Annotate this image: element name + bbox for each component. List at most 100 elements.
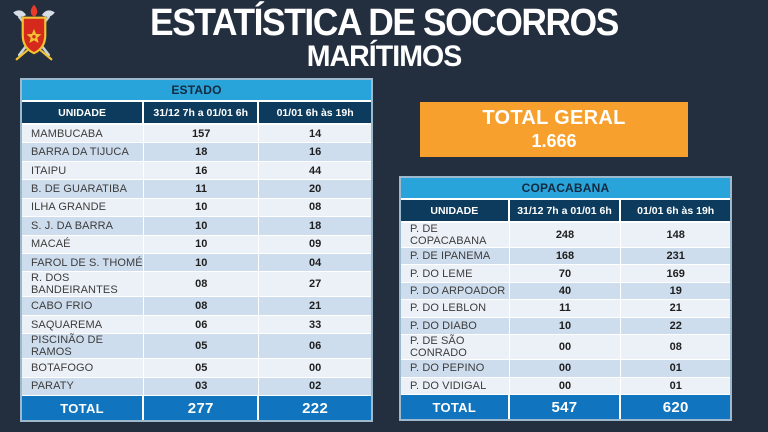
total-geral-value: 1.666 bbox=[531, 131, 577, 151]
unit-name: CABO FRIO bbox=[22, 297, 145, 315]
unit-name: ITAIPU bbox=[22, 161, 145, 180]
estado-table-total-row: TOTAL 277 222 bbox=[22, 396, 371, 420]
value: 40 bbox=[510, 282, 622, 300]
value: 169 bbox=[666, 267, 685, 280]
table-row: CABO FRIO 08 21 bbox=[22, 297, 371, 316]
value: 01 bbox=[669, 362, 682, 375]
unit-name: P. DO LEBLON bbox=[401, 300, 510, 317]
table-row: ITAIPU 16 44 bbox=[22, 161, 371, 181]
unit-name: FAROL DE S. THOMÉ bbox=[22, 253, 145, 272]
table-row: P. DO ARPOADOR 40 19 bbox=[401, 282, 730, 301]
copacabana-table-body: P. DE COPACABANA 248 148 P. DE IPANEMA 168 23… bbox=[401, 223, 730, 395]
value: 04 bbox=[309, 256, 322, 269]
value: 09 bbox=[309, 238, 322, 251]
value: 33 bbox=[309, 318, 322, 331]
value: 248 bbox=[510, 223, 622, 247]
value: 06 bbox=[144, 315, 260, 334]
unit-name: MAMBUCABA bbox=[22, 125, 145, 143]
value: 00 bbox=[510, 335, 622, 360]
table-row: MACAÉ 10 09 bbox=[22, 235, 371, 254]
estado-table-body: MAMBUCABA 157 14 BARRA DA TIJUCA 18 16 ITAIPU 1… bbox=[22, 125, 371, 397]
unit-name: P. DO PEPINO bbox=[401, 360, 510, 377]
value: 16 bbox=[144, 161, 260, 180]
table-row: MAMBUCABA 157 14 bbox=[22, 125, 371, 144]
unit-name: ILHA GRANDE bbox=[22, 198, 145, 217]
value: 14 bbox=[309, 127, 322, 140]
table-row: S. J. DA BARRA 10 18 bbox=[22, 217, 371, 236]
value: 08 bbox=[669, 341, 682, 354]
unit-name: BOTAFOGO bbox=[22, 359, 145, 377]
value: 08 bbox=[144, 297, 260, 315]
table-row: SAQUAREMA 06 33 bbox=[22, 315, 371, 335]
table-row: P. DO DIABO 10 22 bbox=[401, 317, 730, 336]
unit-name: B. DE GUARATIBA bbox=[22, 180, 145, 198]
value: 70 bbox=[510, 265, 622, 282]
table-row: P. DE IPANEMA 168 231 bbox=[401, 248, 730, 266]
table-row: P. DO PEPINO 00 01 bbox=[401, 360, 730, 378]
table-row: P. DO LEME 70 169 bbox=[401, 265, 730, 283]
value: 10 bbox=[144, 217, 260, 235]
value: 18 bbox=[144, 143, 260, 161]
unit-name: P. DO ARPOADOR bbox=[401, 282, 510, 300]
total-geral-card: TOTAL GERAL 1.666 bbox=[420, 102, 688, 157]
total-label: TOTAL bbox=[401, 395, 510, 419]
unit-name: P. DO VIDIGAL bbox=[401, 377, 510, 394]
page-title: ESTATÍSTICA DE SOCORROS bbox=[150, 2, 619, 44]
value: 21 bbox=[309, 300, 322, 313]
page-subtitle: MARÍTIMOS bbox=[306, 39, 462, 73]
value: 00 bbox=[510, 377, 622, 394]
unit-name: P. DO LEME bbox=[401, 265, 510, 282]
table-row: ILHA GRANDE 10 08 bbox=[22, 198, 371, 218]
table-row: B. DE GUARATIBA 11 20 bbox=[22, 180, 371, 199]
value: 20 bbox=[309, 182, 322, 195]
value: 11 bbox=[510, 300, 622, 317]
table-row: PISCINÃO DE RAMOS 05 06 bbox=[22, 334, 371, 360]
copacabana-table-total-row: TOTAL 547 620 bbox=[401, 395, 730, 419]
value: 10 bbox=[510, 317, 622, 335]
unit-name: P. DO DIABO bbox=[401, 317, 510, 335]
value: 18 bbox=[309, 219, 322, 232]
value: 231 bbox=[666, 250, 685, 263]
value: 11 bbox=[144, 180, 260, 198]
value: 148 bbox=[666, 229, 685, 241]
unit-name: PARATY bbox=[22, 377, 145, 396]
value: 00 bbox=[510, 360, 622, 377]
header: ESTATÍSTICA DE SOCORROS MARÍTIMOS bbox=[0, 4, 768, 72]
unit-name: BARRA DA TIJUCA bbox=[22, 143, 145, 161]
copacabana-table: COPACABANA UNIDADE 31/12 7h a 01/01 6h 0… bbox=[399, 176, 732, 421]
value: 21 bbox=[669, 302, 682, 315]
value: 157 bbox=[144, 125, 260, 143]
value: 44 bbox=[309, 164, 322, 177]
unit-name: PISCINÃO DE RAMOS bbox=[22, 334, 145, 359]
value: 168 bbox=[510, 248, 622, 265]
column-header-unidade: UNIDADE bbox=[22, 102, 145, 123]
value: 00 bbox=[309, 361, 322, 374]
table-row: BOTAFOGO 05 00 bbox=[22, 359, 371, 378]
value: 01 bbox=[669, 379, 682, 392]
copacabana-table-title: COPACABANA bbox=[401, 178, 730, 200]
value: 06 bbox=[309, 340, 322, 353]
value: 10 bbox=[144, 198, 260, 217]
estado-table-title: ESTADO bbox=[22, 80, 371, 102]
value: 08 bbox=[309, 201, 322, 214]
total-value-period-2: 620 bbox=[662, 398, 689, 416]
value: 03 bbox=[144, 377, 260, 396]
value: 22 bbox=[669, 319, 682, 332]
total-label: TOTAL bbox=[22, 396, 145, 420]
value: 05 bbox=[144, 359, 260, 377]
table-row: FAROL DE S. THOMÉ 10 04 bbox=[22, 253, 371, 273]
column-header-period-1: 31/12 7h a 01/01 6h bbox=[510, 200, 622, 221]
unit-name: P. DE COPACABANA bbox=[401, 223, 510, 247]
unit-name: R. DOS BANDEIRANTES bbox=[22, 272, 145, 297]
value: 02 bbox=[309, 380, 322, 393]
value: 08 bbox=[144, 272, 260, 297]
unit-name: S. J. DA BARRA bbox=[22, 217, 145, 235]
estado-table: ESTADO UNIDADE 31/12 7h a 01/01 6h 01/01… bbox=[20, 78, 373, 422]
table-row: R. DOS BANDEIRANTES 08 27 bbox=[22, 272, 371, 298]
value: 10 bbox=[144, 235, 260, 253]
column-header-period-1: 31/12 7h a 01/01 6h bbox=[144, 102, 260, 123]
value: 19 bbox=[669, 285, 682, 298]
copacabana-table-header: UNIDADE 31/12 7h a 01/01 6h 01/01 6h às … bbox=[401, 200, 730, 223]
fire-brigade-crest-icon bbox=[8, 2, 60, 68]
